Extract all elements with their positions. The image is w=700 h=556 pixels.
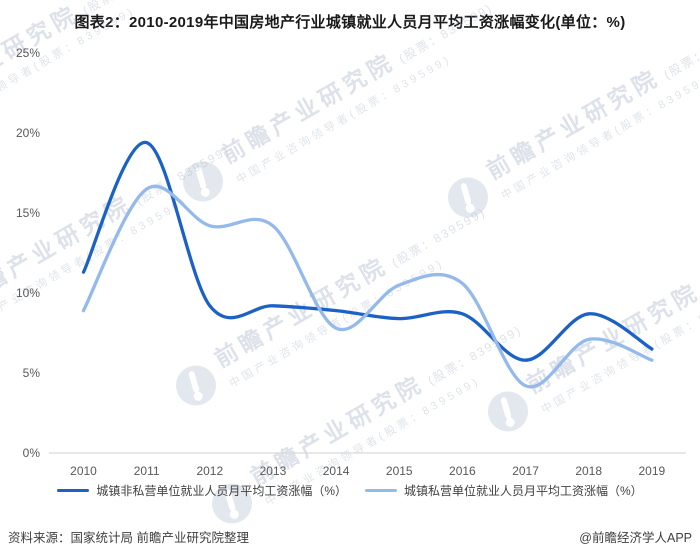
- chart-title: 图表2：2010-2019年中国房地产行业城镇就业人员月平均工资涨幅变化(单位：…: [74, 14, 626, 31]
- y-tick-label: 10%: [15, 286, 40, 300]
- x-tick-label: 2011: [133, 464, 160, 478]
- y-tick-label: 25%: [15, 46, 40, 60]
- y-tick-label: 0%: [22, 446, 40, 460]
- x-tick-label: 2013: [259, 464, 287, 478]
- legend-item-private: 城镇私营单位就业人员月平均工资涨幅（%）: [365, 482, 643, 499]
- y-tick-label: 15%: [15, 206, 40, 220]
- legend-item-non-private: 城镇非私营单位就业人员月平均工资涨幅（%）: [57, 482, 347, 499]
- x-tick-label: 2016: [449, 464, 476, 478]
- x-tick-label: 2014: [322, 464, 350, 478]
- legend-line-swatch: [365, 488, 397, 493]
- legend-line-swatch: [57, 488, 90, 493]
- x-tick-label: 2010: [70, 464, 97, 478]
- y-tick-label: 5%: [22, 366, 40, 380]
- legend-label: 城镇私营单位就业人员月平均工资涨幅（%）: [404, 484, 643, 498]
- credit-note: @前瞻经济学人APP: [579, 531, 692, 545]
- x-tick-label: 2019: [638, 464, 666, 478]
- x-tick-label: 2012: [196, 464, 224, 478]
- series-path-private: [81, 184, 654, 389]
- legend: 城镇非私营单位就业人员月平均工资涨幅（%） 城镇私营单位就业人员月平均工资涨幅（%…: [0, 482, 700, 499]
- x-tick-label: 2018: [575, 464, 603, 478]
- x-tick-label: 2015: [385, 464, 413, 478]
- series-path-non-private: [81, 140, 654, 362]
- legend-label: 城镇非私营单位就业人员月平均工资涨幅（%）: [96, 484, 347, 498]
- footer: 资料来源：国家统计局 前瞻产业研究院整理 @前瞻经济学人APP: [8, 527, 692, 546]
- y-tick-label: 20%: [15, 126, 40, 140]
- source-note: 资料来源：国家统计局 前瞻产业研究院整理: [8, 531, 249, 545]
- x-tick-label: 2017: [512, 464, 539, 478]
